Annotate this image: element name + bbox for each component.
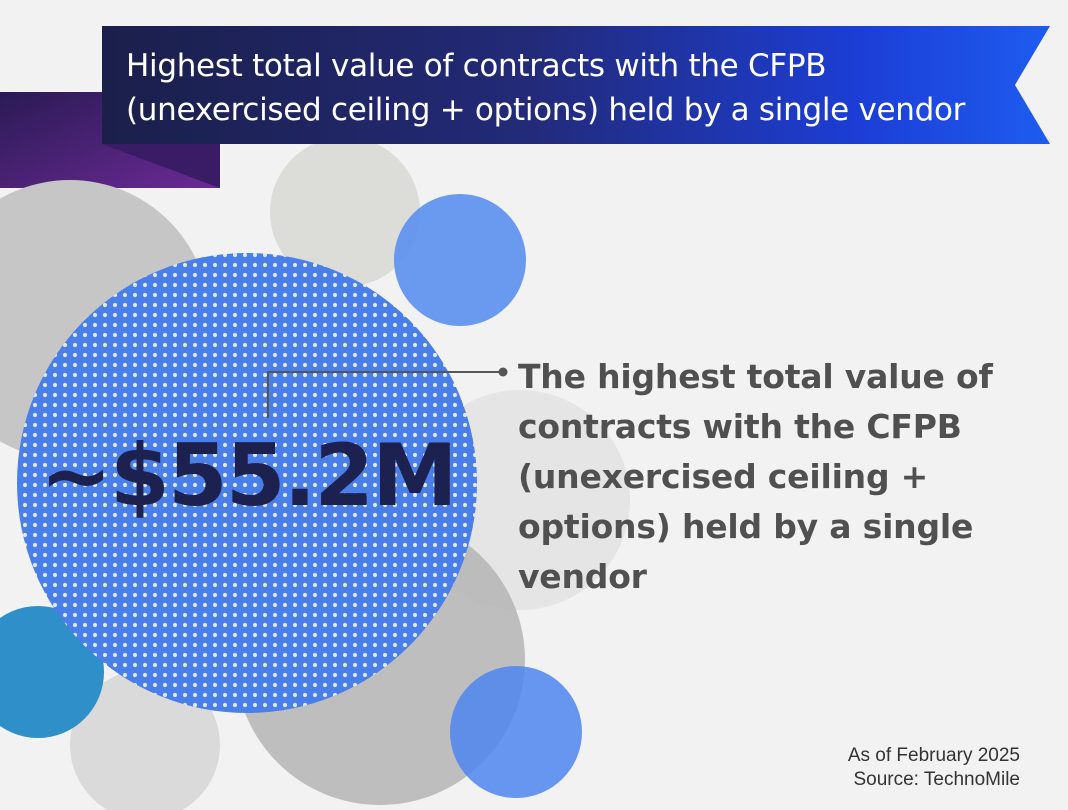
blue-circle-top [394,194,526,326]
stat-value: ~$55.2M [40,426,458,526]
gray-circle-top [270,137,420,287]
as-of-date: As of February 2025 [847,745,1020,766]
gray-circle-bottom-left [70,670,220,810]
connector-line [267,371,503,418]
purple-band-fold [102,144,220,188]
title-banner [102,26,1050,144]
page-title: Highest total value of contracts with th… [126,44,1026,132]
main-dotted-circle [17,253,477,713]
stat-description: The highest total value of contracts wit… [518,357,993,596]
source-credit: Source: TechnoMile [853,769,1020,790]
connector-dot [498,367,508,377]
blue-circle-bottom [450,666,582,798]
title-line-2: (unexercised ceiling + options) held by … [126,92,966,128]
title-line-1: Highest total value of contracts with th… [126,48,827,84]
footer: As of February 2025 Source: TechnoMile [848,744,1020,792]
teal-circle-left [0,606,104,738]
